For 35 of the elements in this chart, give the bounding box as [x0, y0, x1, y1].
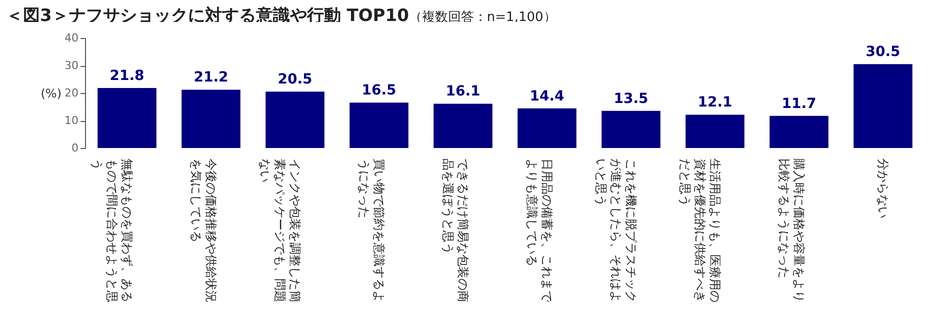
y-tick-label: 10: [64, 114, 78, 127]
data-label: 11.7: [782, 96, 816, 112]
x-tick-label: 購入時に価格や容量をより比較するようになった: [777, 158, 806, 302]
bar: [854, 64, 912, 148]
x-tick-label: これを機に脱プラスチックが進むとしたら、それはよいと思う: [594, 158, 638, 302]
data-label: 12.1: [698, 94, 732, 111]
x-tick-label: 分からない: [876, 158, 890, 218]
y-tick-label: 0: [72, 142, 78, 154]
y-tick-label: 30: [64, 59, 78, 72]
bar: [518, 108, 576, 148]
data-label: 13.5: [614, 90, 648, 107]
data-label: 30.5: [866, 44, 900, 60]
x-tick-label: 買い物で節約を意識するようになった: [357, 158, 386, 302]
x-tick-label: 生活用品よりも、医療用の資材を優先的に供給すべきだと思う: [678, 158, 722, 302]
bar: [686, 114, 744, 148]
data-label: 20.5: [278, 72, 312, 88]
y-tick-label: 20: [64, 86, 78, 100]
bar: [770, 116, 828, 148]
x-tick-label: 今後の価格推移や供給状況を気にしている: [189, 158, 218, 302]
bar: [98, 88, 156, 148]
data-label: 16.1: [446, 84, 480, 100]
y-axis-title: (%): [40, 86, 62, 100]
bar: [350, 102, 408, 148]
y-tick-label: 40: [64, 32, 78, 44]
x-tick-label: 無駄なものを買わず、あるもので間に合わせようと思う: [90, 158, 134, 302]
bar: [266, 92, 324, 148]
bar: [434, 104, 492, 148]
x-tick-label: できるだけ簡易な包装の商品を選ぼうと思う: [441, 158, 470, 302]
bar: [602, 110, 660, 148]
data-label: 21.2: [194, 70, 228, 86]
data-label: 14.4: [530, 88, 565, 104]
x-tick-label: インクや包装を調整した簡素なパッケージでも、問題ない: [258, 158, 302, 302]
bar: [182, 90, 240, 148]
data-label: 16.5: [362, 82, 396, 99]
data-label: 21.8: [110, 68, 144, 84]
